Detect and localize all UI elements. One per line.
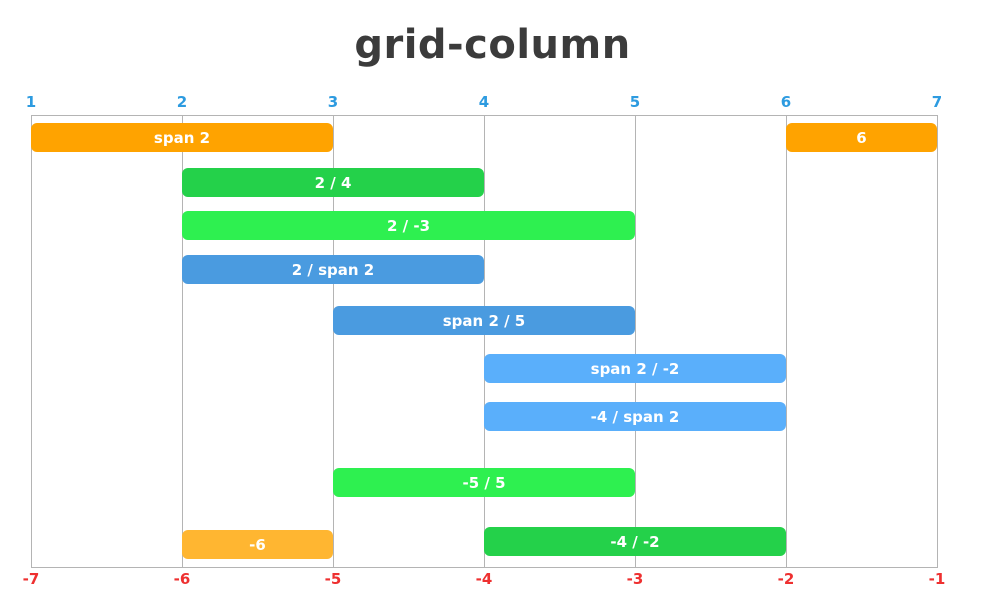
grid-line-6: [786, 115, 787, 568]
grid-line-3: [333, 115, 334, 568]
positive-line-label: 7: [931, 93, 943, 111]
positive-line-label: 3: [327, 93, 339, 111]
positive-line-label: 4: [478, 93, 490, 111]
negative-line-label: -1: [928, 570, 946, 588]
grid-item-bar: span 2: [31, 123, 333, 152]
negative-line-label: -3: [626, 570, 644, 588]
negative-line-label: -5: [324, 570, 342, 588]
negative-line-label: -6: [173, 570, 191, 588]
grid-item-bar: -4 / span 2: [484, 402, 786, 431]
negative-line-label: -2: [777, 570, 795, 588]
grid-item-bar: 6: [786, 123, 937, 152]
negative-line-label: -4: [475, 570, 493, 588]
grid-item-bar: -5 / 5: [333, 468, 635, 497]
grid-line-7: [937, 115, 938, 568]
negative-line-label: -7: [22, 570, 40, 588]
positive-line-label: 6: [780, 93, 792, 111]
grid-item-bar: span 2 / 5: [333, 306, 635, 335]
grid-item-bar: 2 / span 2: [182, 255, 484, 284]
positive-line-label: 2: [176, 93, 188, 111]
grid-line-2: [182, 115, 183, 568]
grid-line-4: [484, 115, 485, 568]
grid-item-bar: -6: [182, 530, 333, 559]
positive-line-label: 1: [25, 93, 37, 111]
grid-item-bar: 2 / 4: [182, 168, 484, 197]
grid-item-bar: -4 / -2: [484, 527, 786, 556]
grid-item-bar: 2 / -3: [182, 211, 635, 240]
positive-line-label: 5: [629, 93, 641, 111]
grid-line-1: [31, 115, 32, 568]
grid-line-5: [635, 115, 636, 568]
grid-item-bar: span 2 / -2: [484, 354, 786, 383]
diagram-title: grid-column: [354, 22, 631, 68]
